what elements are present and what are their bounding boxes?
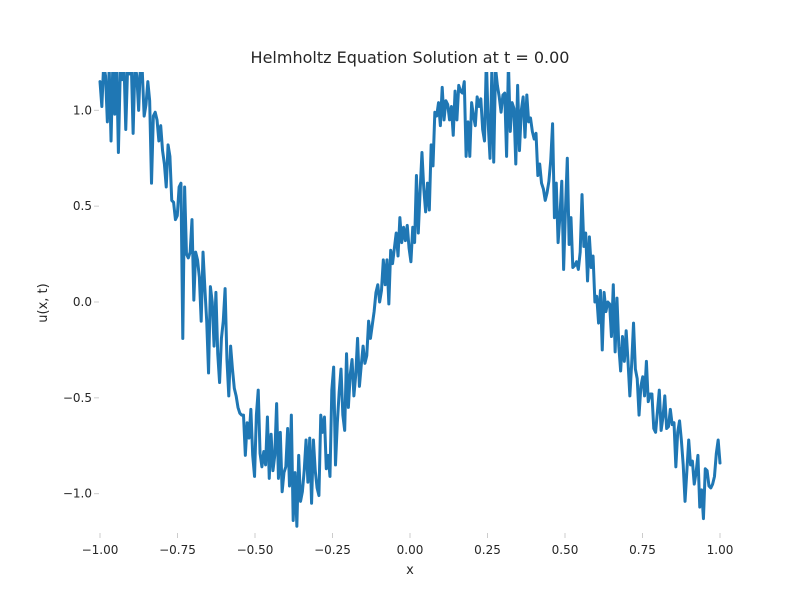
y-axis-label: u(x, t) (36, 283, 51, 322)
y-tick-label: 0.5 (73, 199, 92, 213)
x-tick-label: 0.00 (397, 543, 424, 557)
y-tick-label: −1.0 (63, 487, 92, 501)
x-tick-label: −0.75 (159, 543, 196, 557)
y-tick-label: 1.0 (73, 103, 92, 117)
x-tick-label: −0.25 (314, 543, 351, 557)
x-tick-label: −1.00 (82, 543, 119, 557)
x-axis-label: x (406, 563, 414, 578)
x-tick-label: 0.75 (629, 543, 656, 557)
x-tick-label: 0.25 (474, 543, 501, 557)
series-line (98, 72, 722, 528)
x-tick-label: 0.50 (552, 543, 579, 557)
x-tick-label: 1.00 (707, 543, 734, 557)
x-tick-label: −0.50 (237, 543, 274, 557)
y-tick-label: −0.5 (63, 391, 92, 405)
plot-area (98, 72, 722, 528)
x-axis: −1.00 −0.75 −0.50 −0.25 0.00 0.25 0.50 0.75 1.00 (82, 533, 734, 557)
y-axis: −1.0 −0.5 0.0 0.5 1.0 (63, 103, 99, 501)
y-tick-label: 0.0 (73, 295, 92, 309)
chart-title: Helmholtz Equation Solution at t = 0.00 (251, 48, 570, 67)
